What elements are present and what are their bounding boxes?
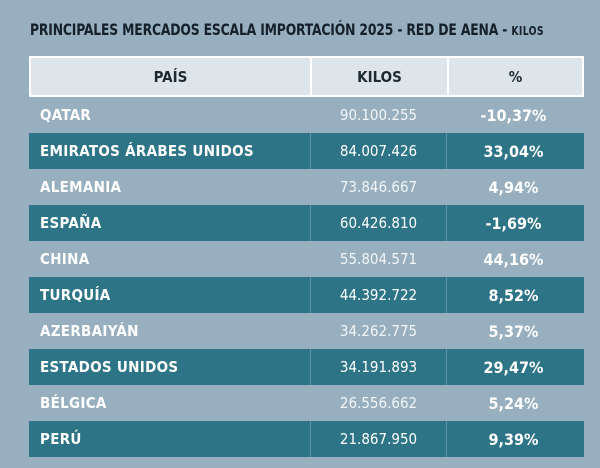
row-percent: 44,16%: [483, 249, 544, 269]
row-country: EMIRATOS ÁRABES UNIDOS: [40, 142, 254, 160]
table-row: BÉLGICA 26.556.662 5,24%: [29, 385, 584, 421]
row-country: ALEMANIA: [40, 178, 122, 196]
row-kilos: 44.392.722: [310, 277, 447, 313]
header-percent: %: [508, 67, 523, 86]
row-kilos: 90.100.255: [339, 106, 418, 124]
row-percent: 5,37%: [488, 321, 539, 341]
title-main: PRINCIPALES MERCADOS ESCALA IMPORTACIÓN …: [30, 20, 512, 39]
row-country: ESTADOS UNIDOS: [40, 358, 179, 376]
row-kilos: 34.262.775: [339, 322, 418, 340]
table-row: PERÚ 21.867.950 9,39%: [29, 421, 584, 457]
row-country: QATAR: [40, 106, 92, 124]
table-row: CHINA 55.804.571 44,16%: [29, 241, 584, 277]
table-body: QATAR 90.100.255 -10,37% EMIRATOS ÁRABES…: [29, 97, 584, 457]
row-percent: 33,04%: [483, 141, 544, 161]
row-country: BÉLGICA: [40, 394, 107, 412]
row-country: CHINA: [40, 250, 90, 268]
row-percent: -1,69%: [485, 213, 542, 233]
table-row: ESTADOS UNIDOS 34.191.893 29,47%: [29, 349, 584, 385]
table-row: AZERBAIYÁN 34.262.775 5,37%: [29, 313, 584, 349]
row-kilos: 73.846.667: [339, 178, 418, 196]
row-country: TURQUÍA: [40, 286, 111, 304]
row-percent: -10,37%: [480, 105, 547, 125]
row-percent: 8,52%: [488, 285, 539, 305]
row-percent: 5,24%: [488, 393, 539, 413]
row-country: ESPAÑA: [40, 214, 102, 232]
table-row: ALEMANIA 73.846.667 4,94%: [29, 169, 584, 205]
row-percent: 9,39%: [488, 429, 539, 449]
table-row: EMIRATOS ÁRABES UNIDOS 84.007.426 33,04%: [29, 133, 584, 169]
row-kilos: 55.804.571: [339, 250, 418, 268]
title-unit: KILOS: [511, 24, 544, 38]
table-row: QATAR 90.100.255 -10,37%: [29, 97, 584, 133]
header-pais: PAÍS: [31, 58, 312, 95]
row-kilos: 26.556.662: [339, 394, 418, 412]
row-kilos: 34.191.893: [310, 349, 447, 385]
row-country: AZERBAIYÁN: [40, 322, 139, 340]
row-kilos: 60.426.810: [310, 205, 447, 241]
table-row: TURQUÍA 44.392.722 8,52%: [29, 277, 584, 313]
row-kilos: 84.007.426: [310, 133, 447, 169]
header-kilos: KILOS: [312, 58, 449, 95]
row-kilos: 21.867.950: [310, 421, 447, 457]
row-country: PERÚ: [40, 430, 82, 448]
table-header: PAÍS KILOS %: [29, 56, 584, 97]
row-percent: 29,47%: [483, 357, 544, 377]
table-row: ESPAÑA 60.426.810 -1,69%: [29, 205, 584, 241]
row-percent: 4,94%: [488, 177, 539, 197]
page-title: PRINCIPALES MERCADOS ESCALA IMPORTACIÓN …: [30, 20, 544, 39]
